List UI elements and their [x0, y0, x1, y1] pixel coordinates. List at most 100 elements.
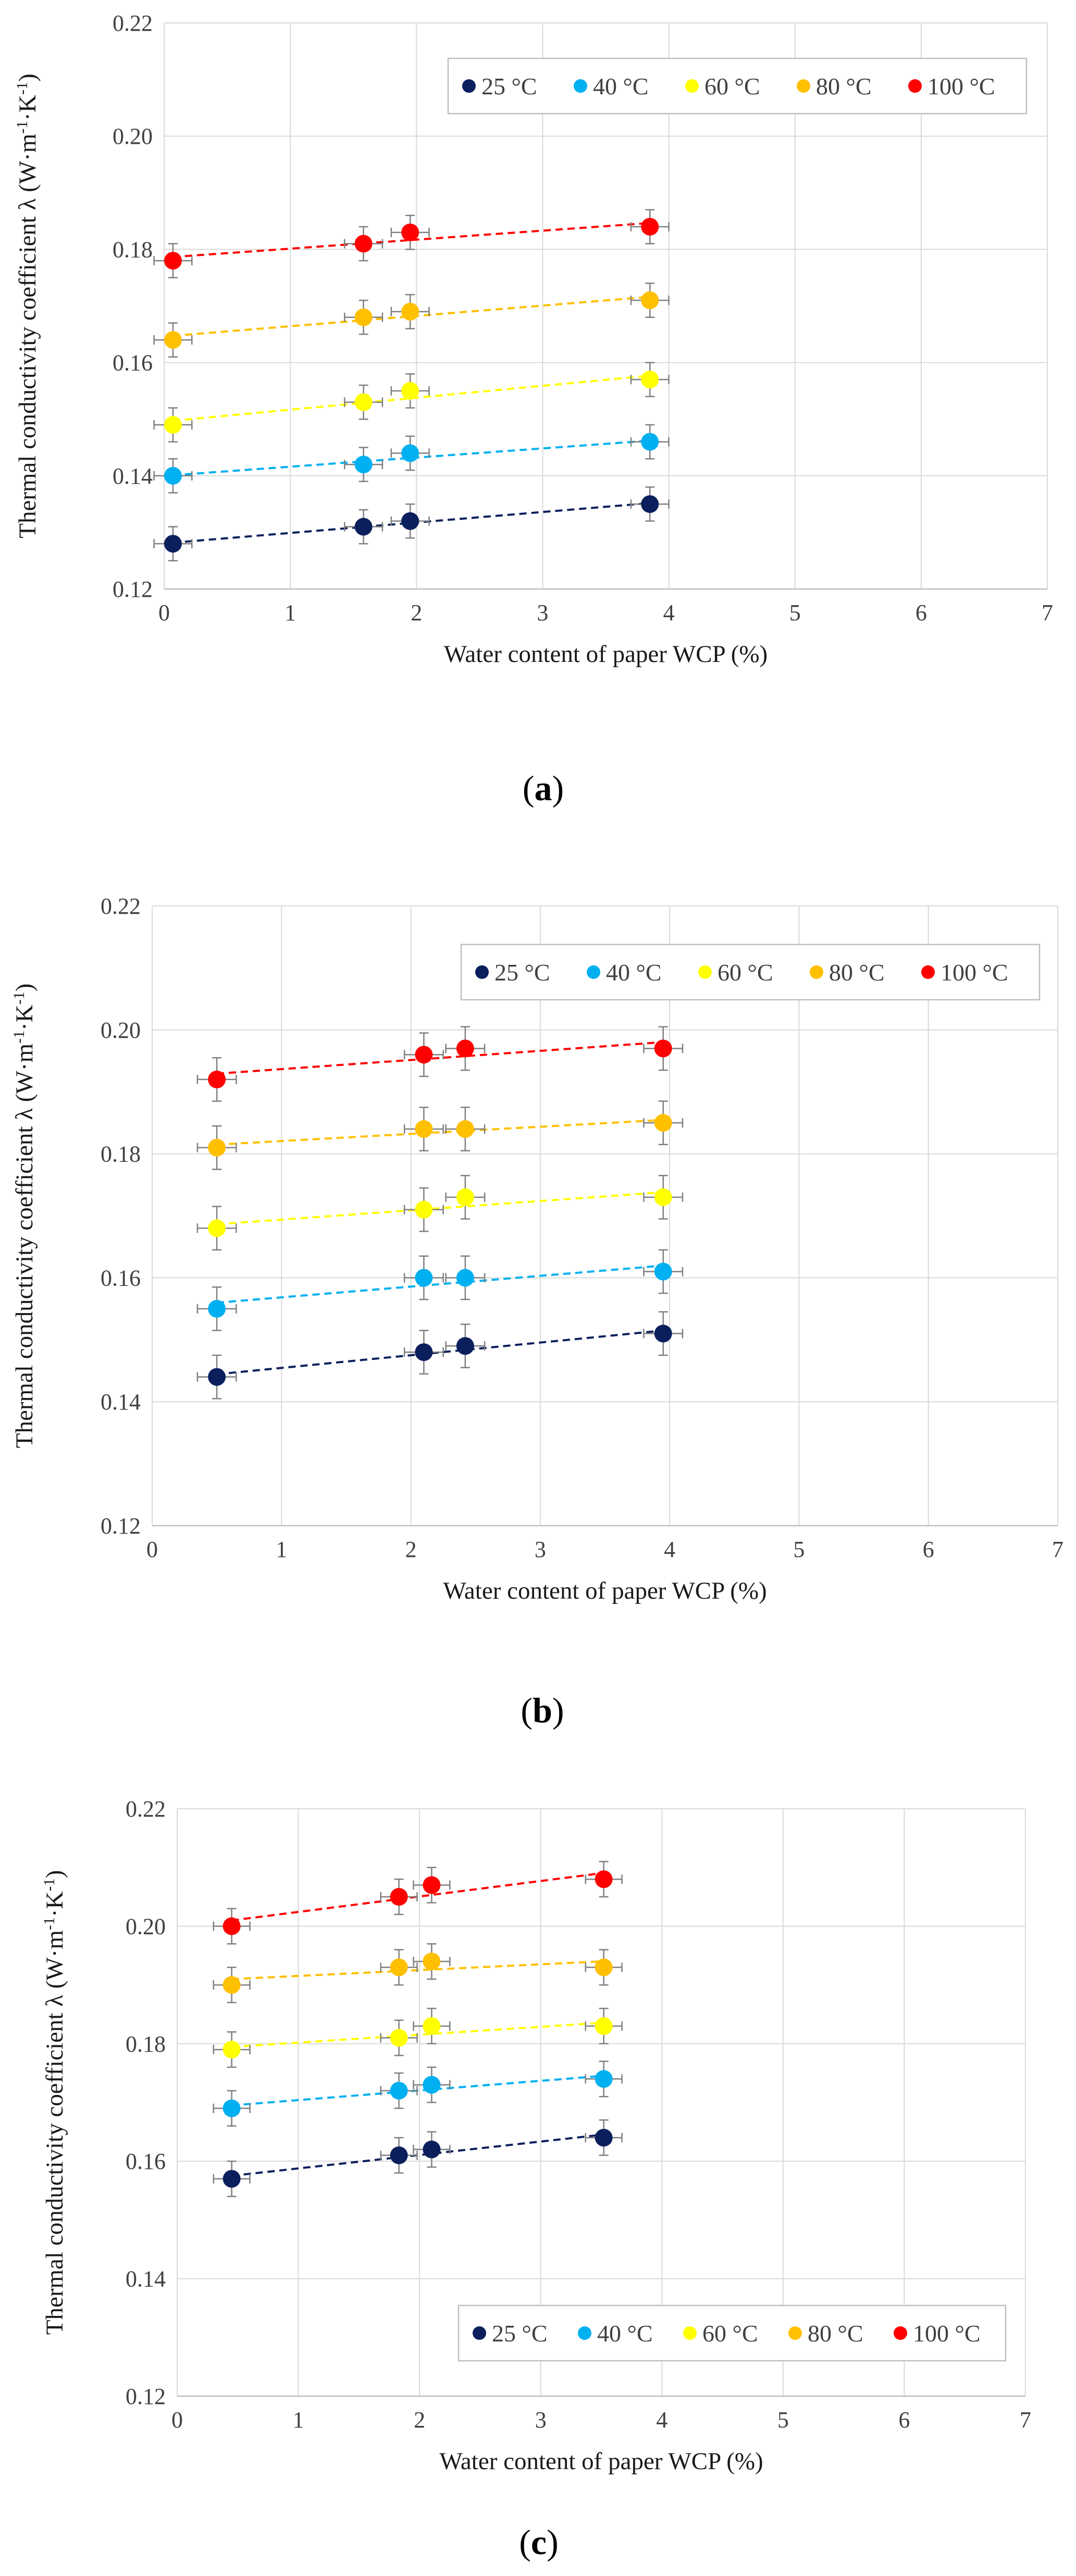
legend-marker	[797, 79, 810, 93]
y-tick-label: 0.22	[126, 1796, 166, 1822]
x-tick-label: 5	[793, 1537, 805, 1562]
y-tick-label: 0.14	[101, 1389, 141, 1415]
data-point	[595, 2070, 613, 2088]
y-axis-label-superscript: -1	[14, 121, 31, 134]
data-point	[456, 1188, 474, 1206]
data-point	[222, 1917, 241, 1935]
data-point	[456, 1039, 474, 1058]
legend-label: 25 °C	[494, 959, 550, 986]
y-tick-label: 0.20	[101, 1017, 141, 1043]
x-tick-label: 2	[405, 1537, 417, 1562]
legend-marker	[473, 2326, 486, 2340]
y-axis-label-superscript: -1	[14, 82, 31, 95]
x-axis-label: Water content of paper WCP (%)	[444, 641, 768, 668]
x-tick-label: 3	[535, 1537, 546, 1562]
y-axis-label: Thermal conductivity coefficient λ (W·m-…	[14, 73, 42, 538]
legend-marker	[921, 965, 935, 979]
trendline	[216, 1191, 663, 1225]
y-tick-label: 0.16	[113, 350, 153, 376]
caption-paren: )	[547, 2522, 559, 2562]
data-point	[390, 1888, 408, 1906]
data-point	[456, 1337, 474, 1355]
chart-panel-c: 0.12 0.14 0.16 0.18 0.20 0.22 0 1 2 3 4 5 6 7 Water co…	[41, 1796, 1032, 2562]
legend-box	[460, 943, 1041, 1001]
x-tick-label: 6	[923, 1537, 934, 1562]
y-axis-label-part: ·K	[41, 1891, 68, 1917]
data-point	[208, 1368, 226, 1386]
data-point	[654, 1324, 672, 1343]
data-point	[390, 1958, 408, 1977]
data-point	[654, 1039, 672, 1058]
data-point	[595, 1870, 613, 1888]
y-axis-label-part: Thermal conductivity coefficient λ (W·m	[11, 1044, 38, 1448]
x-tick-label: 5	[789, 600, 801, 625]
x-tick-label: 1	[293, 2407, 304, 2433]
legend-label: 80 °C	[829, 959, 885, 986]
x-tick-label: 7	[1042, 600, 1053, 625]
trendline	[216, 1329, 663, 1376]
data-point	[423, 2017, 441, 2035]
y-tick-label: 0.20	[113, 124, 153, 149]
data-point	[354, 308, 373, 326]
data-point	[401, 223, 419, 241]
data-point	[164, 252, 182, 270]
y-tick-label: 0.12	[113, 576, 153, 602]
legend-marker	[685, 79, 699, 93]
trendline	[217, 1041, 663, 1075]
x-tick-label: 2	[411, 600, 422, 625]
data-point	[222, 2170, 241, 2188]
y-axis-label-part: ·K	[14, 95, 41, 121]
data-point	[641, 495, 659, 513]
x-tick-label: 4	[663, 600, 675, 625]
x-axis-label: Water content of paper WCP (%)	[443, 1577, 766, 1604]
y-tick-label: 0.12	[101, 1513, 141, 1539]
data-point	[641, 371, 659, 389]
data-point	[164, 535, 182, 553]
legend-label: 60 °C	[718, 959, 773, 986]
y-tick-label: 0.16	[126, 2149, 166, 2174]
data-point	[222, 1976, 241, 1994]
trendline	[172, 439, 650, 476]
legend: 25 °C 40 °C 60 °C 80 °C 100 °C	[460, 943, 1041, 1001]
data-point	[595, 1958, 613, 1977]
x-tick-label: 1	[276, 1537, 287, 1562]
caption-paren: (	[519, 2522, 531, 2562]
legend-marker	[587, 965, 600, 979]
legend-marker	[788, 2326, 802, 2340]
legend-label: 80 °C	[816, 73, 872, 100]
data-point	[415, 1200, 433, 1219]
legend-label: 40 °C	[606, 959, 662, 986]
y-axis-label-part: Thermal conductivity coefficient λ (W·m	[14, 134, 41, 538]
data-point	[654, 1262, 672, 1281]
y-tick-label: 0.14	[113, 463, 153, 489]
legend-marker	[462, 79, 476, 93]
trendline	[216, 1265, 663, 1304]
legend-label: 40 °C	[593, 73, 649, 100]
x-tick-label: 5	[777, 2407, 789, 2433]
legend-box	[457, 2304, 1007, 2362]
data-point	[354, 393, 373, 411]
panel-caption: (c)	[519, 2522, 559, 2562]
legend-label: 80 °C	[808, 2320, 863, 2347]
data-point	[401, 512, 419, 530]
x-tick-label: 2	[414, 2407, 425, 2433]
y-tick-label: 0.18	[126, 2031, 166, 2057]
data-point	[423, 2140, 441, 2158]
y-axis-label: Thermal conductivity coefficient λ (W·m-…	[10, 984, 39, 1448]
caption-letter: b	[533, 1690, 552, 1730]
y-axis-label-part: )	[11, 984, 38, 992]
legend-marker	[574, 79, 587, 93]
x-tick-label: 3	[535, 2407, 547, 2433]
data-point	[415, 1120, 433, 1138]
legend-label: 25 °C	[481, 73, 537, 100]
trendline	[172, 296, 650, 337]
trendline	[172, 502, 650, 544]
x-tick-label: 4	[664, 1537, 675, 1562]
data-point	[222, 2041, 241, 2059]
chart-panel-b: 0.12 0.14 0.16 0.18 0.20 0.22 0 1 2 3 4 5 6 7 Water co…	[10, 893, 1064, 1730]
x-tick-label: 7	[1020, 2407, 1031, 2433]
legend-label: 100 °C	[913, 2320, 981, 2347]
caption-letter: c	[531, 2522, 547, 2562]
legend-marker	[908, 79, 922, 93]
y-tick-label: 0.12	[126, 2384, 166, 2409]
